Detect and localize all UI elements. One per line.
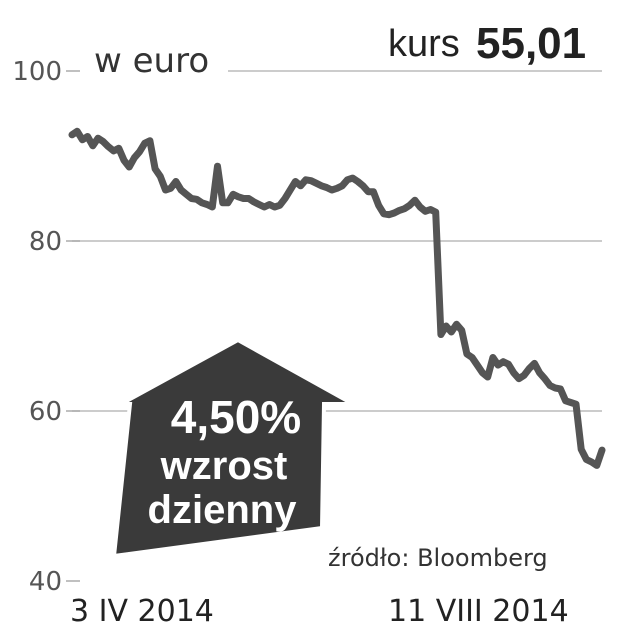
y-tick-label: 80 xyxy=(29,227,62,257)
badge-line-2: dzienny xyxy=(148,488,298,532)
source-label: źródło: Bloomberg xyxy=(328,544,548,572)
badge-line-1: wzrost xyxy=(160,444,288,488)
price-value: 55,01 xyxy=(476,19,586,68)
x-start-label: 3 IV 2014 xyxy=(70,594,214,629)
y-tick-label: 60 xyxy=(29,397,62,427)
price-label: kurs xyxy=(388,23,460,65)
y-axis: 40 60 80 100 xyxy=(12,57,80,597)
unit-label: w euro xyxy=(94,41,209,81)
up-arrow-badge-shape xyxy=(111,337,361,559)
price-line xyxy=(68,127,606,469)
y-tick-label: 40 xyxy=(29,567,62,597)
gridlines xyxy=(72,70,602,412)
x-end-label: 11 VIII 2014 xyxy=(388,594,569,629)
badge-percentage: 4,50% xyxy=(171,391,301,443)
y-tick-label: 100 xyxy=(12,57,62,87)
daily-change-badge: 4,50% wzrost dzienny xyxy=(111,337,361,559)
